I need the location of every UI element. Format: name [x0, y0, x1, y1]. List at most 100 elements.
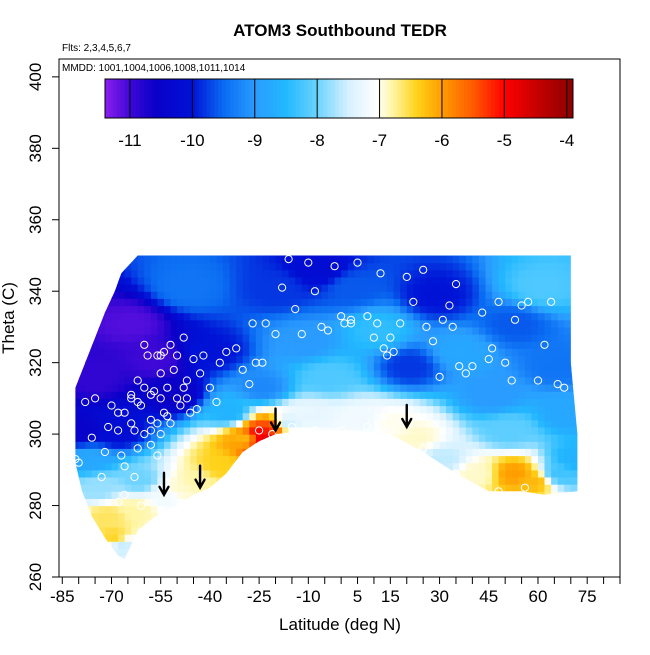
field-cell — [236, 255, 244, 256]
field-cell — [439, 255, 447, 256]
field-cell — [492, 505, 500, 514]
field-cell — [262, 512, 270, 521]
field-cell — [170, 376, 178, 385]
field-cell — [393, 384, 401, 392]
field-cell — [347, 376, 355, 385]
field-cell — [150, 276, 159, 285]
field-cell — [203, 391, 211, 399]
field-cell — [85, 391, 93, 399]
field-cell — [551, 477, 559, 485]
field-cell — [439, 441, 447, 449]
field-cell — [223, 326, 231, 335]
field-cell — [282, 341, 290, 349]
field-cell — [104, 519, 113, 528]
field-cell — [498, 441, 506, 449]
field-cell — [511, 334, 519, 342]
field-cell — [531, 276, 539, 285]
field-cell — [229, 326, 237, 335]
field-cell — [387, 412, 395, 421]
field-cell — [564, 541, 572, 549]
field-cell — [373, 541, 382, 549]
colorbar-cell — [319, 79, 324, 118]
field-cell — [137, 305, 145, 314]
field-cell — [334, 298, 342, 307]
field-cell — [170, 262, 178, 271]
field-cell — [78, 362, 86, 371]
field-cell — [485, 448, 493, 457]
field-cell — [321, 312, 329, 321]
field-cell — [367, 563, 374, 571]
field-cell — [524, 391, 533, 399]
field-cell — [98, 527, 106, 535]
field-cell — [564, 412, 572, 421]
field-cell — [478, 255, 487, 256]
field-cell — [347, 348, 355, 357]
field-cell — [275, 255, 283, 264]
field-cell — [544, 512, 552, 521]
colorbar-cell — [206, 79, 211, 118]
field-cell — [439, 362, 447, 371]
field-cell — [75, 376, 80, 385]
field-cell — [512, 563, 519, 571]
observation-point — [478, 308, 487, 317]
field-cell — [577, 527, 578, 535]
field-cell — [492, 427, 500, 435]
field-cell — [328, 469, 336, 478]
field-cell — [98, 255, 106, 256]
field-cell — [321, 512, 329, 521]
field-cell — [387, 405, 395, 414]
field-cell — [301, 462, 309, 471]
field-cell — [478, 548, 487, 557]
field-cell — [360, 276, 368, 285]
field-cell — [518, 469, 526, 478]
field-cell — [144, 419, 152, 428]
observation-point — [560, 383, 569, 392]
field-cell — [170, 319, 178, 328]
field-cell — [551, 305, 559, 314]
field-cell — [446, 376, 454, 385]
field-cell — [295, 498, 303, 507]
field-cell — [347, 276, 355, 285]
field-cell — [459, 269, 467, 278]
field-cell — [551, 519, 559, 528]
field-cell — [236, 334, 244, 342]
field-cell — [216, 519, 224, 528]
field-cell — [92, 563, 99, 571]
field-cell — [308, 548, 316, 557]
field-cell — [223, 341, 231, 349]
field-cell — [472, 305, 480, 314]
field-cell — [419, 284, 428, 292]
field-cell — [223, 512, 231, 521]
field-cell — [216, 276, 224, 285]
field-cell — [465, 527, 473, 535]
field-cell — [196, 412, 204, 421]
field-cell — [229, 376, 237, 385]
field-cell — [314, 291, 323, 299]
field-cell — [341, 527, 349, 535]
field-cell — [321, 384, 329, 392]
field-cell — [380, 312, 388, 321]
field-cell — [505, 269, 513, 278]
field-cell — [492, 326, 500, 335]
arrow-marker — [401, 403, 413, 430]
field-cell — [347, 298, 355, 307]
field-cell — [216, 477, 224, 485]
field-cell — [354, 391, 362, 399]
x-tick-label: 5 — [353, 587, 362, 606]
field-cell — [170, 548, 178, 557]
field-cell — [183, 498, 191, 507]
field-cell — [275, 519, 283, 528]
field-cell — [98, 512, 106, 521]
field-cell — [137, 491, 145, 499]
field-cell — [557, 498, 565, 507]
field-cell — [170, 348, 178, 357]
field-cell — [98, 355, 106, 364]
field-cell — [446, 398, 454, 407]
field-cell — [170, 527, 178, 535]
field-cell — [236, 512, 244, 521]
field-cell — [131, 355, 139, 364]
field-cell — [144, 255, 152, 264]
field-cell — [183, 505, 191, 514]
field-cell — [570, 319, 578, 328]
field-cell — [328, 441, 336, 449]
